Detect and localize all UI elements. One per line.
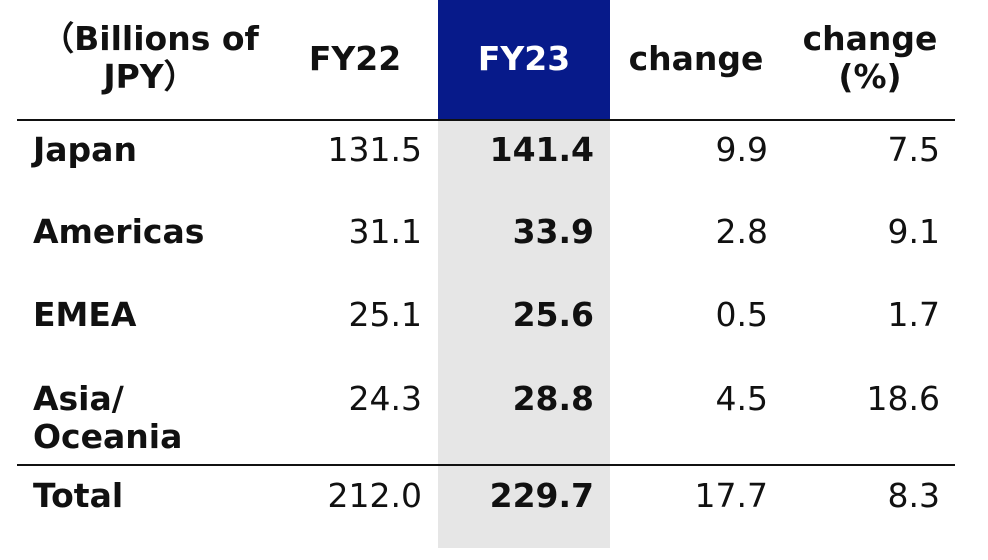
cell-emea-fy23: 25.6 — [512, 295, 594, 334]
row-label-americas: Americas — [33, 212, 205, 251]
row-label-emea: EMEA — [33, 295, 137, 334]
header-change-pct: change (%) — [802, 19, 938, 96]
cell-asia-oceania-fy22: 24.3 — [348, 379, 422, 418]
cell-japan-fy22: 131.5 — [327, 130, 422, 169]
row-label-japan: Japan — [33, 130, 137, 169]
cell-americas-change: 2.8 — [715, 212, 768, 251]
cell-americas-fy23: 33.9 — [512, 212, 594, 251]
cell-total-change-pct: 8.3 — [887, 476, 940, 515]
row-label-asia-oceania: Asia/ Oceania — [33, 379, 183, 456]
cell-emea-change: 0.5 — [715, 295, 768, 334]
fy23-header-background — [438, 0, 610, 120]
cell-total-fy23: 229.7 — [489, 476, 594, 515]
cell-japan-change: 9.9 — [715, 130, 768, 169]
cell-total-change: 17.7 — [694, 476, 768, 515]
cell-americas-fy22: 31.1 — [348, 212, 422, 251]
header-fy23: FY23 — [477, 39, 571, 78]
cell-americas-change-pct: 9.1 — [887, 212, 940, 251]
total-rule — [17, 464, 955, 466]
cell-asia-oceania-change-pct: 18.6 — [866, 379, 940, 418]
cell-asia-oceania-change: 4.5 — [715, 379, 768, 418]
row-label-total: Total — [33, 476, 124, 515]
cell-japan-fy23: 141.4 — [489, 130, 594, 169]
header-change: change — [628, 39, 764, 78]
header-unit: （Billions of JPY） — [41, 19, 259, 96]
header-fy22: FY22 — [308, 39, 402, 78]
cell-japan-change-pct: 7.5 — [887, 130, 940, 169]
header-rule — [17, 119, 955, 121]
cell-emea-fy22: 25.1 — [348, 295, 422, 334]
cell-emea-change-pct: 1.7 — [887, 295, 940, 334]
cell-asia-oceania-fy23: 28.8 — [512, 379, 594, 418]
cell-total-fy22: 212.0 — [327, 476, 422, 515]
